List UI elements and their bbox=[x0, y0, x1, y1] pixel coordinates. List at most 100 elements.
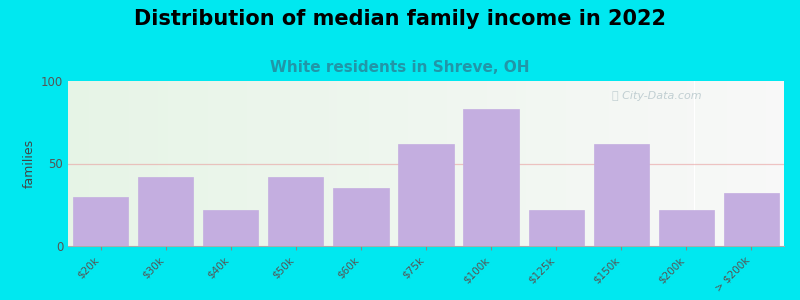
Bar bbox=[122, 81, 126, 246]
Bar bbox=[358, 81, 362, 246]
Bar bbox=[605, 81, 609, 246]
Bar bbox=[505, 81, 508, 246]
Bar bbox=[612, 81, 616, 246]
Bar bbox=[723, 81, 726, 246]
Bar bbox=[172, 81, 175, 246]
Bar bbox=[748, 81, 752, 246]
Bar bbox=[548, 81, 551, 246]
Bar bbox=[755, 81, 759, 246]
Bar bbox=[333, 81, 337, 246]
Bar bbox=[558, 81, 562, 246]
Bar bbox=[233, 81, 236, 246]
Bar bbox=[182, 81, 186, 246]
Bar bbox=[447, 81, 451, 246]
Bar bbox=[126, 81, 129, 246]
Bar bbox=[494, 81, 498, 246]
Bar bbox=[530, 81, 534, 246]
Bar bbox=[526, 81, 530, 246]
Bar bbox=[344, 81, 347, 246]
Bar bbox=[569, 81, 573, 246]
Bar bbox=[194, 81, 197, 246]
Bar bbox=[272, 81, 276, 246]
Bar bbox=[698, 81, 702, 246]
Bar bbox=[326, 81, 330, 246]
Bar bbox=[290, 81, 294, 246]
Bar bbox=[709, 81, 712, 246]
Bar bbox=[398, 81, 401, 246]
Bar bbox=[208, 81, 211, 246]
Bar bbox=[451, 81, 454, 246]
Bar bbox=[394, 81, 398, 246]
Bar bbox=[726, 81, 730, 246]
Bar bbox=[562, 81, 566, 246]
Bar bbox=[146, 81, 150, 246]
Bar bbox=[745, 81, 748, 246]
Bar bbox=[655, 81, 658, 246]
Bar bbox=[143, 81, 146, 246]
Bar bbox=[598, 81, 602, 246]
Bar bbox=[594, 144, 649, 246]
Bar bbox=[529, 210, 584, 246]
Bar bbox=[269, 81, 272, 246]
Bar bbox=[236, 81, 240, 246]
Bar bbox=[186, 81, 190, 246]
Bar bbox=[412, 81, 415, 246]
Bar bbox=[734, 81, 738, 246]
Bar bbox=[684, 81, 687, 246]
Bar bbox=[774, 81, 777, 246]
Bar bbox=[240, 81, 243, 246]
Bar bbox=[158, 81, 161, 246]
Bar bbox=[462, 81, 466, 246]
Bar bbox=[226, 81, 229, 246]
Bar bbox=[694, 81, 698, 246]
Bar bbox=[648, 81, 651, 246]
Bar bbox=[383, 81, 386, 246]
Bar bbox=[623, 81, 626, 246]
Bar bbox=[544, 81, 548, 246]
Bar bbox=[515, 81, 519, 246]
Bar bbox=[268, 177, 323, 246]
Bar bbox=[161, 81, 165, 246]
Y-axis label: families: families bbox=[22, 139, 35, 188]
Bar bbox=[419, 81, 422, 246]
Bar bbox=[369, 81, 372, 246]
Bar bbox=[247, 81, 250, 246]
Bar bbox=[440, 81, 444, 246]
Bar bbox=[107, 81, 111, 246]
Bar bbox=[498, 81, 501, 246]
Bar bbox=[100, 81, 104, 246]
Bar bbox=[666, 81, 670, 246]
Bar bbox=[594, 81, 598, 246]
Bar bbox=[738, 81, 741, 246]
Bar bbox=[222, 81, 226, 246]
Bar bbox=[719, 81, 723, 246]
Bar bbox=[415, 81, 419, 246]
Bar bbox=[294, 81, 297, 246]
Bar bbox=[573, 81, 576, 246]
Bar bbox=[304, 81, 308, 246]
Bar bbox=[730, 81, 734, 246]
Bar bbox=[301, 81, 304, 246]
Bar bbox=[590, 81, 594, 246]
Bar bbox=[265, 81, 269, 246]
Bar bbox=[473, 81, 476, 246]
Bar bbox=[211, 81, 214, 246]
Bar bbox=[781, 81, 784, 246]
Bar bbox=[330, 81, 333, 246]
Bar bbox=[777, 81, 781, 246]
Bar bbox=[576, 81, 580, 246]
Bar bbox=[555, 81, 558, 246]
Bar bbox=[133, 81, 136, 246]
Bar bbox=[197, 81, 201, 246]
Bar bbox=[90, 81, 93, 246]
Bar bbox=[279, 81, 282, 246]
Bar bbox=[190, 81, 194, 246]
Bar bbox=[203, 210, 258, 246]
Bar bbox=[466, 81, 469, 246]
Bar bbox=[340, 81, 344, 246]
Bar bbox=[104, 81, 107, 246]
Bar bbox=[609, 81, 612, 246]
Bar bbox=[315, 81, 318, 246]
Bar bbox=[347, 81, 351, 246]
Bar bbox=[651, 81, 655, 246]
